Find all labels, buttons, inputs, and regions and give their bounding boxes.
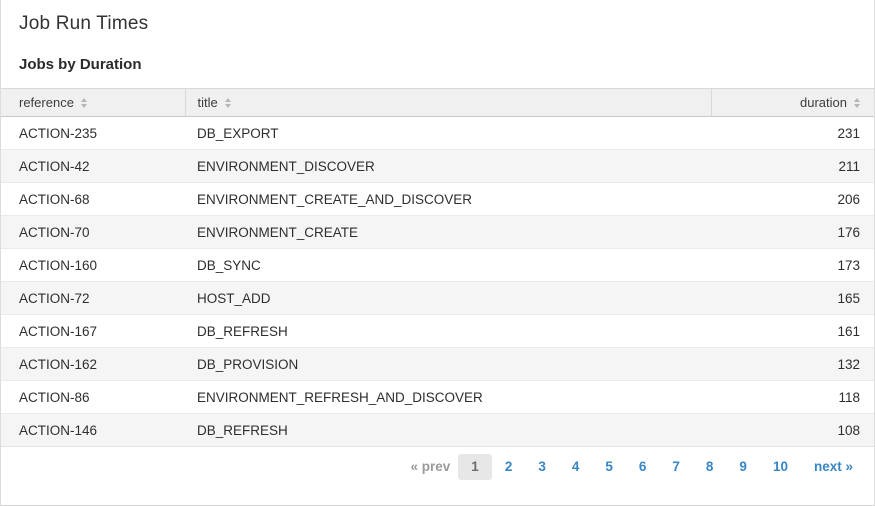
prev-page-link[interactable]: « prev <box>410 459 451 474</box>
cell-title: ENVIRONMENT_REFRESH_AND_DISCOVER <box>185 380 711 414</box>
section-subtitle: Jobs by Duration <box>19 56 142 73</box>
cell-reference: ACTION-86 <box>1 380 185 414</box>
cell-duration: 211 <box>711 149 874 183</box>
current-page-indicator[interactable]: 1 <box>458 454 492 480</box>
cell-title: HOST_ADD <box>185 281 711 315</box>
page-link-9[interactable]: 9 <box>739 459 747 474</box>
table-row: ACTION-167 DB_REFRESH 161 <box>1 314 874 348</box>
cell-title: DB_REFRESH <box>185 413 711 447</box>
cell-title: ENVIRONMENT_CREATE <box>185 215 711 249</box>
cell-title: ENVIRONMENT_DISCOVER <box>185 149 711 183</box>
table-row: ACTION-68 ENVIRONMENT_CREATE_AND_DISCOVE… <box>1 182 874 216</box>
cell-title: DB_PROVISION <box>185 347 711 381</box>
cell-duration: 206 <box>711 182 874 216</box>
column-header-title[interactable]: title <box>184 88 711 117</box>
page-link-8[interactable]: 8 <box>705 459 714 474</box>
table-row: ACTION-162 DB_PROVISION 132 <box>1 347 874 381</box>
next-page-link[interactable]: next » <box>813 459 853 474</box>
sort-icon <box>854 97 860 108</box>
table-row: ACTION-86 ENVIRONMENT_REFRESH_AND_DISCOV… <box>1 380 874 414</box>
table-header-row: reference title duration <box>1 88 874 117</box>
cell-duration: 231 <box>837 125 860 141</box>
cell-duration: 108 <box>711 413 874 447</box>
page-link-2[interactable]: 2 <box>504 459 513 474</box>
jobs-table: reference title duration ACTION-235 DB_E… <box>1 88 874 447</box>
column-header-duration[interactable]: duration <box>710 88 874 117</box>
sort-icon <box>224 97 231 108</box>
page-link-7[interactable]: 7 <box>672 459 680 474</box>
cell-title: ENVIRONMENT_CREATE_AND_DISCOVER <box>185 182 711 216</box>
page-link-3[interactable]: 3 <box>538 459 546 474</box>
cell-title: DB_SYNC <box>185 248 711 282</box>
cell-reference: ACTION-68 <box>1 182 185 216</box>
page-title: Job Run Times <box>19 13 149 34</box>
cell-duration: 132 <box>711 347 874 381</box>
cell-reference: ACTION-70 <box>1 215 185 249</box>
cell-reference: ACTION-160 <box>1 248 185 282</box>
cell-title: DB_EXPORT <box>197 125 279 141</box>
column-header-title-label: title <box>197 95 218 110</box>
table-row: ACTION-160 DB_SYNC 173 <box>1 248 874 282</box>
cell-title: DB_REFRESH <box>185 314 711 348</box>
table-row: ACTION-72 HOST_ADD 165 <box>1 281 874 315</box>
table-row: ACTION-235 DB_EXPORT 231 <box>1 117 874 150</box>
column-header-reference-label: reference <box>19 95 74 110</box>
page-link-10[interactable]: 10 <box>772 459 788 474</box>
page-link-4[interactable]: 4 <box>571 459 580 474</box>
cell-reference: ACTION-72 <box>1 281 185 315</box>
sort-icon <box>80 97 87 108</box>
cell-duration: 165 <box>711 281 874 315</box>
table-row: ACTION-42 ENVIRONMENT_DISCOVER 211 <box>1 149 874 183</box>
cell-duration: 161 <box>711 314 874 348</box>
cell-reference: ACTION-42 <box>1 149 185 183</box>
cell-reference: ACTION-235 <box>19 125 98 141</box>
column-header-duration-label: duration <box>800 95 847 110</box>
table-row: ACTION-70 ENVIRONMENT_CREATE 176 <box>1 215 874 249</box>
pagination: « prev 1 2 3 4 5 6 7 8 9 10 next » <box>1 447 874 480</box>
table-row: ACTION-146 DB_REFRESH 108 <box>1 413 874 447</box>
cell-reference: ACTION-167 <box>1 314 185 348</box>
cell-reference: ACTION-162 <box>1 347 185 381</box>
page-link-5[interactable]: 5 <box>605 459 613 474</box>
column-header-reference[interactable]: reference <box>1 88 185 117</box>
cell-duration: 176 <box>711 215 874 249</box>
page-link-6[interactable]: 6 <box>638 459 647 474</box>
cell-duration: 173 <box>711 248 874 282</box>
cell-duration: 118 <box>711 380 874 414</box>
cell-reference: ACTION-146 <box>1 413 185 447</box>
